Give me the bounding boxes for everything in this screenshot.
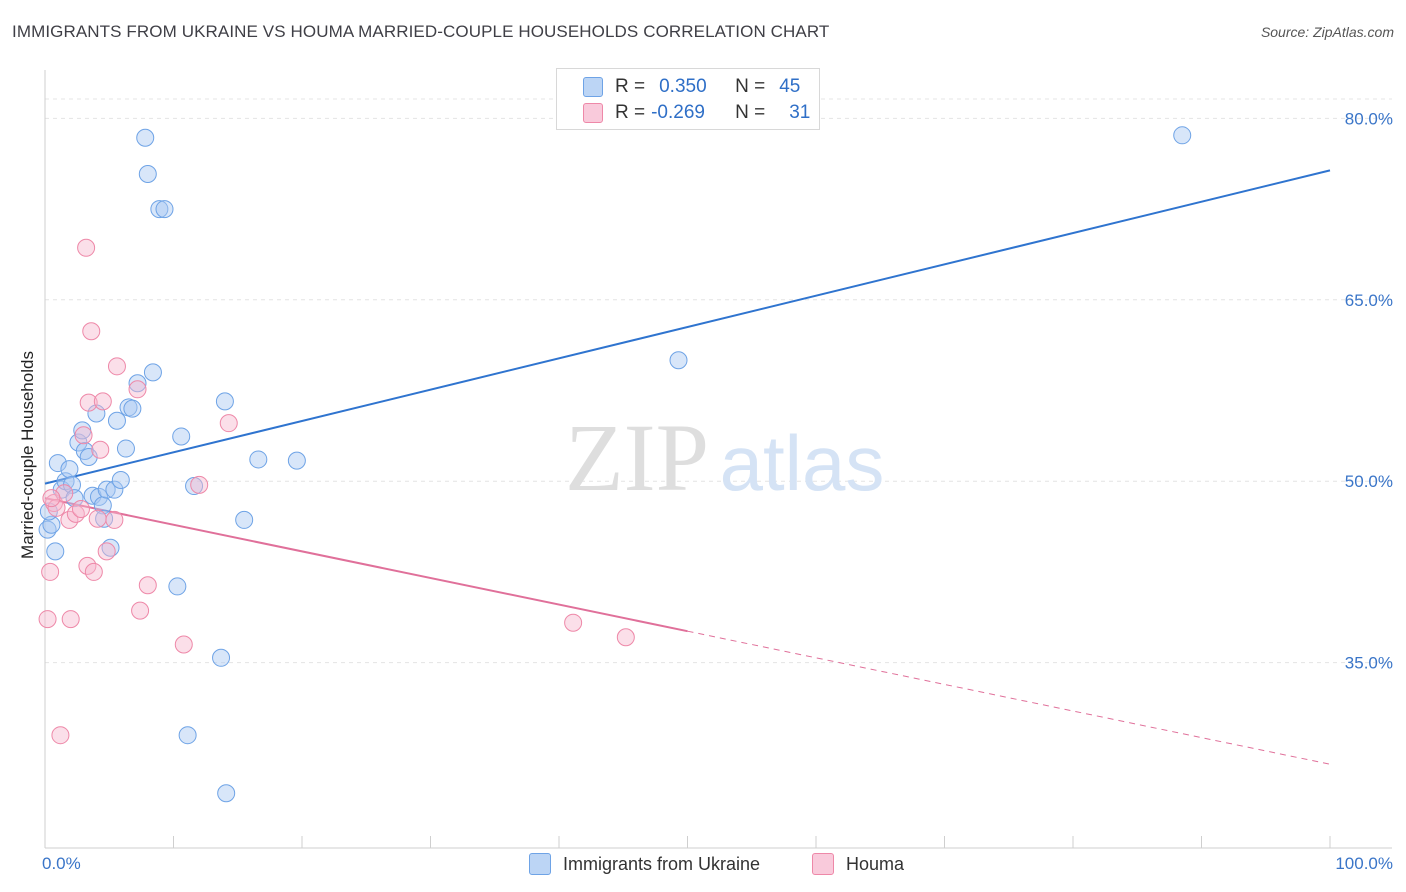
data-point: [47, 498, 66, 517]
data-point: [616, 628, 635, 647]
data-point: [128, 380, 147, 399]
data-point: [217, 784, 236, 803]
data-point: [128, 374, 147, 393]
trend-line: [687, 630, 1331, 765]
trend-lines: [44, 169, 1331, 765]
legend-n-label: N =: [735, 102, 766, 123]
axes: [44, 70, 1392, 849]
bottom-legend-label-houma: Houma: [846, 853, 905, 874]
legend-swatch-houma: [583, 103, 603, 123]
bottom-legend-houma: Houma: [812, 852, 904, 876]
bottom-legend-swatch-ukraine: [529, 853, 551, 875]
data-point: [1173, 126, 1192, 145]
data-point: [71, 500, 90, 519]
data-point: [74, 426, 93, 445]
data-point: [212, 648, 231, 667]
legend-r-label: R =: [615, 76, 646, 97]
data-point: [107, 357, 126, 376]
y-axis-label: Married-couple Households: [18, 351, 37, 559]
y-tick-label: 65.0%: [1345, 291, 1393, 310]
data-point: [105, 480, 124, 499]
data-point: [77, 238, 96, 257]
data-point: [116, 439, 135, 458]
legend-row-houma: R = -0.269 N = 31: [583, 101, 810, 125]
trend-line: [44, 497, 688, 633]
legend-n-value-houma: 31: [789, 102, 811, 123]
data-point: [123, 399, 142, 418]
data-point: [89, 487, 108, 506]
data-point: [84, 562, 103, 581]
legend-n-label: N =: [735, 76, 766, 97]
data-point: [136, 128, 155, 147]
x-tick-label: 100.0%: [1335, 854, 1393, 873]
data-point: [287, 451, 306, 470]
data-point: [97, 480, 116, 499]
data-point: [60, 460, 79, 479]
tick-labels: 35.0% 50.0% 65.0% 80.0% 0.0% 100.0%: [42, 109, 1393, 873]
y-tick-label: 35.0%: [1345, 654, 1393, 673]
data-point: [41, 562, 60, 581]
trend-line: [44, 169, 1331, 485]
data-point: [190, 475, 209, 494]
data-points: [38, 126, 1192, 803]
data-point: [143, 363, 162, 382]
bottom-legend-label-ukraine: Immigrants from Ukraine: [563, 853, 761, 874]
data-point: [79, 448, 98, 467]
y-tick-label: 80.0%: [1345, 109, 1393, 128]
data-point: [65, 489, 84, 508]
source-label: Source: ZipAtlas.com: [1260, 24, 1394, 40]
data-point: [42, 515, 61, 534]
data-point: [215, 392, 234, 411]
data-point: [235, 510, 254, 529]
data-point: [669, 351, 688, 370]
data-point: [66, 504, 85, 523]
data-point: [168, 577, 187, 596]
data-point: [61, 610, 80, 629]
legend-n-value-ukraine: 45: [779, 76, 801, 97]
grid-lines: [45, 98, 1392, 664]
data-point: [131, 601, 150, 620]
data-point: [105, 510, 124, 529]
data-point: [42, 489, 61, 508]
data-point: [48, 454, 67, 473]
data-point: [97, 542, 116, 561]
data-point: [564, 613, 583, 632]
data-point: [138, 165, 157, 184]
watermark-atlas: atlas: [720, 419, 885, 507]
watermark-zip: ZIP: [565, 404, 709, 511]
correlation-legend: R = 0.350 N = 45 R = -0.269 N = 31: [556, 68, 820, 130]
data-point: [38, 610, 57, 629]
data-point: [46, 542, 65, 561]
data-point: [155, 200, 174, 219]
data-point: [174, 635, 193, 654]
legend-r-value-houma: -0.269: [651, 102, 705, 123]
data-point: [138, 576, 157, 595]
legend-r-value-ukraine: 0.350: [659, 76, 707, 97]
data-point: [172, 427, 191, 446]
legend-swatch-ukraine: [583, 77, 603, 97]
data-point: [79, 393, 98, 412]
x-tick-label: 0.0%: [42, 854, 81, 873]
data-point: [150, 200, 169, 219]
data-point: [111, 471, 130, 490]
data-point: [249, 450, 268, 469]
watermark: ZIP atlas: [565, 404, 884, 511]
data-point: [82, 322, 101, 341]
data-point: [219, 414, 238, 433]
data-point: [91, 440, 110, 459]
data-point: [51, 726, 70, 745]
data-point: [107, 411, 126, 430]
chart-title: IMMIGRANTS FROM UKRAINE VS HOUMA MARRIED…: [12, 22, 830, 41]
legend-r-label: R =: [615, 102, 646, 123]
legend-row-ukraine: R = 0.350 N = 45: [583, 75, 800, 99]
bottom-legend-swatch-houma: [812, 853, 834, 875]
data-point: [93, 392, 112, 411]
data-point: [88, 509, 107, 528]
data-point: [178, 726, 197, 745]
bottom-legend-ukraine: Immigrants from Ukraine: [529, 852, 760, 876]
y-tick-label: 50.0%: [1345, 472, 1393, 491]
